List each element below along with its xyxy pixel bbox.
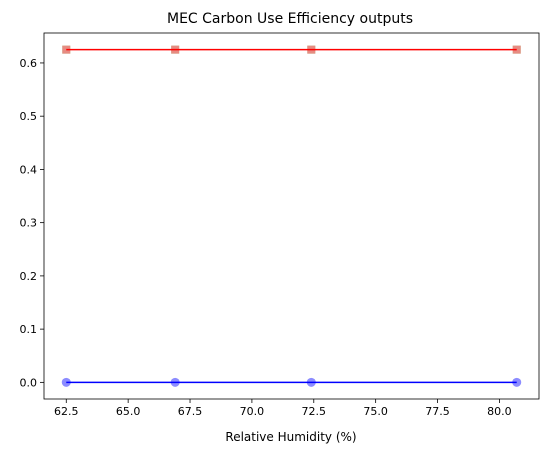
y-tick-label: 0.3 <box>20 217 38 230</box>
y-axis: 0.0 0.1 0.2 0.3 0.4 0.5 0.6 <box>20 57 44 389</box>
y-tick-label: 0.5 <box>20 110 38 123</box>
x-tick-label: 72.5 <box>302 405 327 418</box>
x-tick-label: 67.5 <box>178 405 203 418</box>
plot-marks <box>61 45 522 387</box>
y-tick-label: 0.0 <box>20 376 38 389</box>
y-tick-label: 0.1 <box>20 323 38 336</box>
y-tick-label: 0.6 <box>20 57 38 70</box>
x-axis: 62.5 65.0 67.5 70.0 72.5 75.0 77.5 80.0 <box>54 399 512 418</box>
x-axis-label: Relative Humidity (%) <box>225 430 356 444</box>
x-tick-label: 65.0 <box>116 405 141 418</box>
x-tick-label: 77.5 <box>425 405 450 418</box>
x-tick-label: 62.5 <box>54 405 79 418</box>
chart-title: MEC Carbon Use Efficiency outputs <box>167 11 413 27</box>
x-tick-label: 80.0 <box>487 405 512 418</box>
plot-frame <box>43 32 540 400</box>
x-tick-label: 70.0 <box>240 405 265 418</box>
y-tick-label: 0.2 <box>20 270 38 283</box>
y-tick-label: 0.4 <box>20 163 38 176</box>
x-tick-label: 75.0 <box>363 405 388 418</box>
